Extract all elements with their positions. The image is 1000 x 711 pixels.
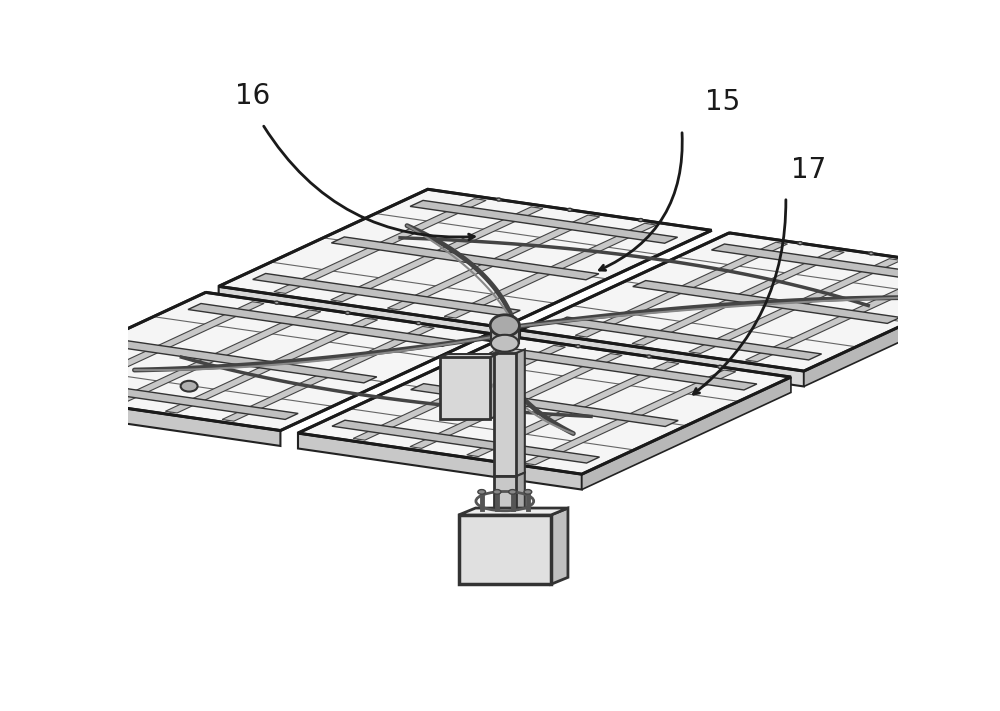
Text: 15: 15 [705, 88, 740, 116]
Polygon shape [31, 377, 298, 419]
Polygon shape [387, 215, 600, 310]
Text: 17: 17 [791, 156, 826, 184]
Polygon shape [440, 357, 490, 419]
Ellipse shape [509, 490, 516, 494]
Polygon shape [523, 370, 736, 465]
Polygon shape [520, 330, 804, 387]
Ellipse shape [638, 218, 643, 222]
Polygon shape [459, 515, 551, 584]
Polygon shape [467, 362, 679, 456]
Polygon shape [489, 347, 757, 390]
Ellipse shape [416, 321, 421, 325]
Polygon shape [410, 201, 678, 243]
Ellipse shape [490, 315, 519, 336]
Polygon shape [298, 336, 791, 474]
Polygon shape [411, 384, 678, 427]
Polygon shape [0, 292, 490, 431]
Polygon shape [331, 207, 543, 301]
Polygon shape [219, 287, 502, 343]
Polygon shape [332, 420, 600, 463]
Polygon shape [165, 319, 378, 413]
Polygon shape [459, 508, 568, 515]
Ellipse shape [496, 198, 501, 201]
Polygon shape [516, 349, 525, 476]
Polygon shape [551, 508, 568, 584]
Polygon shape [52, 301, 264, 397]
Ellipse shape [491, 335, 519, 352]
Polygon shape [582, 377, 791, 490]
Polygon shape [219, 189, 712, 328]
Ellipse shape [718, 365, 722, 368]
Polygon shape [298, 433, 582, 490]
Ellipse shape [345, 311, 350, 314]
Ellipse shape [493, 490, 501, 494]
Ellipse shape [524, 490, 532, 494]
Polygon shape [222, 326, 434, 421]
Polygon shape [219, 189, 428, 301]
Polygon shape [689, 259, 901, 353]
Polygon shape [804, 274, 1000, 387]
Ellipse shape [940, 262, 944, 265]
Polygon shape [554, 317, 822, 360]
Polygon shape [632, 250, 844, 346]
Polygon shape [494, 476, 516, 515]
Polygon shape [490, 354, 498, 419]
Polygon shape [0, 390, 280, 446]
Ellipse shape [274, 301, 279, 304]
Polygon shape [274, 198, 486, 294]
Polygon shape [410, 353, 622, 449]
Polygon shape [440, 354, 498, 357]
Polygon shape [0, 292, 206, 405]
Ellipse shape [647, 355, 651, 358]
Polygon shape [575, 242, 787, 337]
Polygon shape [353, 346, 565, 440]
Text: 16: 16 [235, 82, 271, 110]
Ellipse shape [798, 242, 802, 245]
Polygon shape [444, 223, 656, 318]
Polygon shape [109, 340, 377, 383]
Polygon shape [494, 353, 516, 476]
Ellipse shape [869, 252, 873, 255]
Ellipse shape [478, 490, 486, 494]
Polygon shape [491, 326, 519, 343]
Ellipse shape [576, 345, 580, 348]
Polygon shape [633, 281, 900, 324]
Polygon shape [331, 237, 599, 280]
Polygon shape [188, 304, 456, 346]
Polygon shape [516, 473, 525, 515]
Ellipse shape [181, 381, 198, 392]
Polygon shape [253, 274, 520, 316]
Ellipse shape [567, 208, 572, 211]
Polygon shape [746, 267, 958, 362]
Polygon shape [711, 244, 979, 287]
Polygon shape [109, 310, 321, 405]
Polygon shape [520, 233, 1000, 371]
